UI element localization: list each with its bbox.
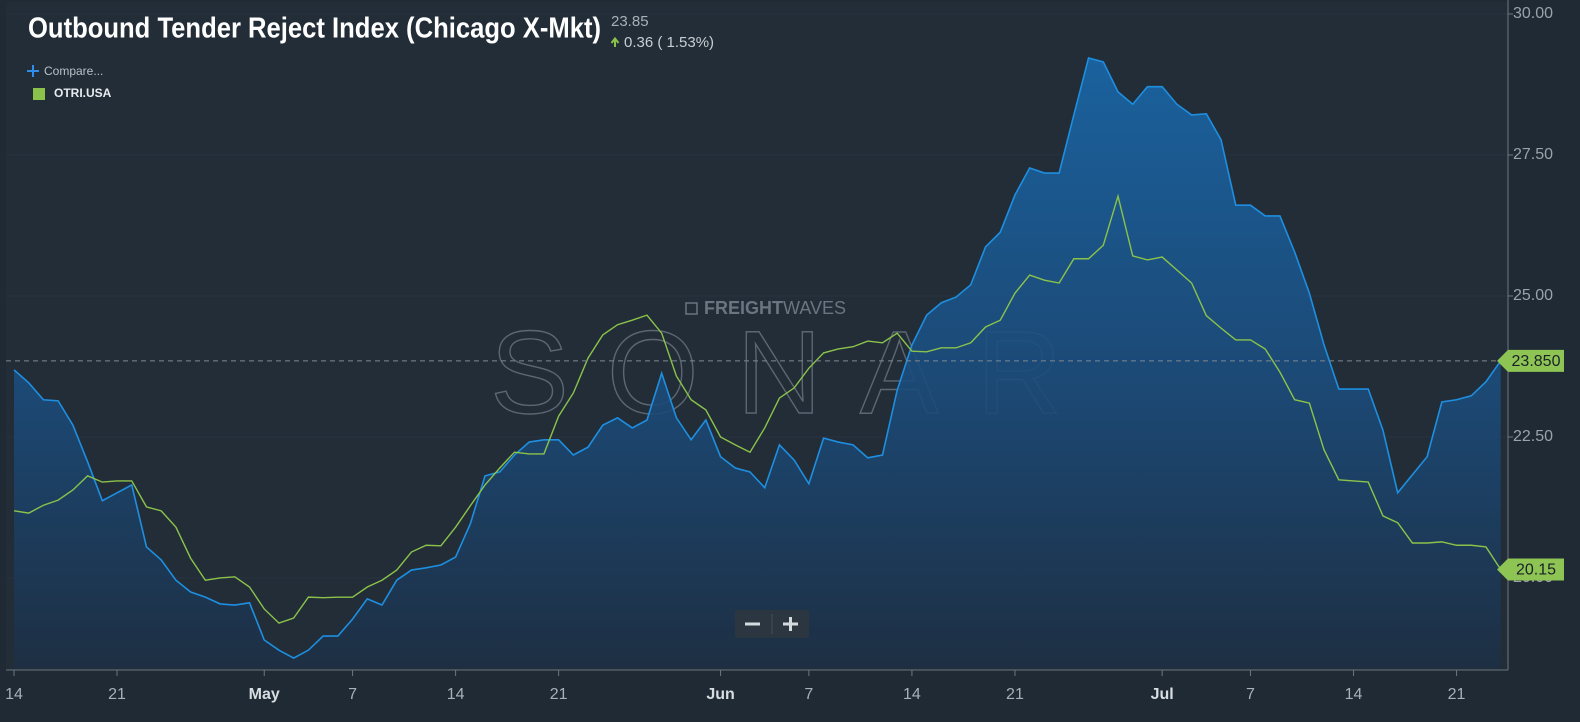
last-value-tag (1497, 558, 1564, 581)
legend: OTRI.USA (33, 86, 112, 100)
watermark-bold: FREIGHT (704, 298, 783, 318)
x-tick-label: 7 (804, 686, 813, 703)
y-tick-label: 27.50 (1513, 146, 1553, 163)
x-tick-label: Jun (706, 686, 734, 703)
line (13, 193, 1502, 624)
zoom-out-button[interactable] (737, 612, 770, 636)
header-value: 23.85 (611, 13, 649, 30)
chart-title: Outbound Tender Reject Index (Chicago X-… (28, 13, 601, 45)
watermark-light: WAVES (783, 298, 846, 318)
data-layer (6, 56, 1502, 669)
x-tick-label: Jul (1151, 686, 1174, 703)
y-tick-label: 22.50 (1513, 428, 1553, 445)
compare-icon[interactable] (27, 65, 39, 77)
x-tick-label: 21 (550, 686, 568, 703)
legend-label: OTRI.USA (54, 86, 112, 100)
x-tick-label: 14 (903, 686, 921, 703)
zoom-controls (735, 610, 809, 638)
y-tick-label: 25.00 (1513, 287, 1553, 304)
x-tick-label: 14 (447, 686, 465, 703)
area-line (13, 56, 1502, 659)
last-value-tag (1497, 349, 1564, 372)
compare-button[interactable]: Compare... (44, 64, 103, 78)
x-tick-label: 14 (1345, 686, 1363, 703)
last-value-label: 23.850 (1512, 353, 1561, 370)
y-tick-label: 30.00 (1513, 5, 1553, 22)
header-change: 0.36 ( 1.53%) (624, 34, 714, 51)
legend-swatch (33, 88, 45, 100)
x-tick-label: 14 (5, 686, 23, 703)
watermark-icon (685, 302, 698, 315)
x-tick-label: 7 (348, 686, 357, 703)
x-tick-label: 7 (1246, 686, 1255, 703)
change-arrow (610, 36, 620, 47)
watermark-brand: FREIGHTWAVES (704, 298, 846, 318)
x-tick-label: 21 (1448, 686, 1466, 703)
area (14, 57, 1501, 669)
x-tick-label: 21 (108, 686, 126, 703)
zoom-in-button[interactable] (774, 612, 807, 636)
axes-layer: 20.0022.5025.0027.5030.001421May71421Jun… (5, 5, 1564, 703)
last-value-label: 20.15 (1516, 562, 1556, 579)
x-tick-label: 21 (1006, 686, 1024, 703)
x-tick-label: May (249, 686, 280, 703)
zoom-in-icon (783, 617, 798, 631)
